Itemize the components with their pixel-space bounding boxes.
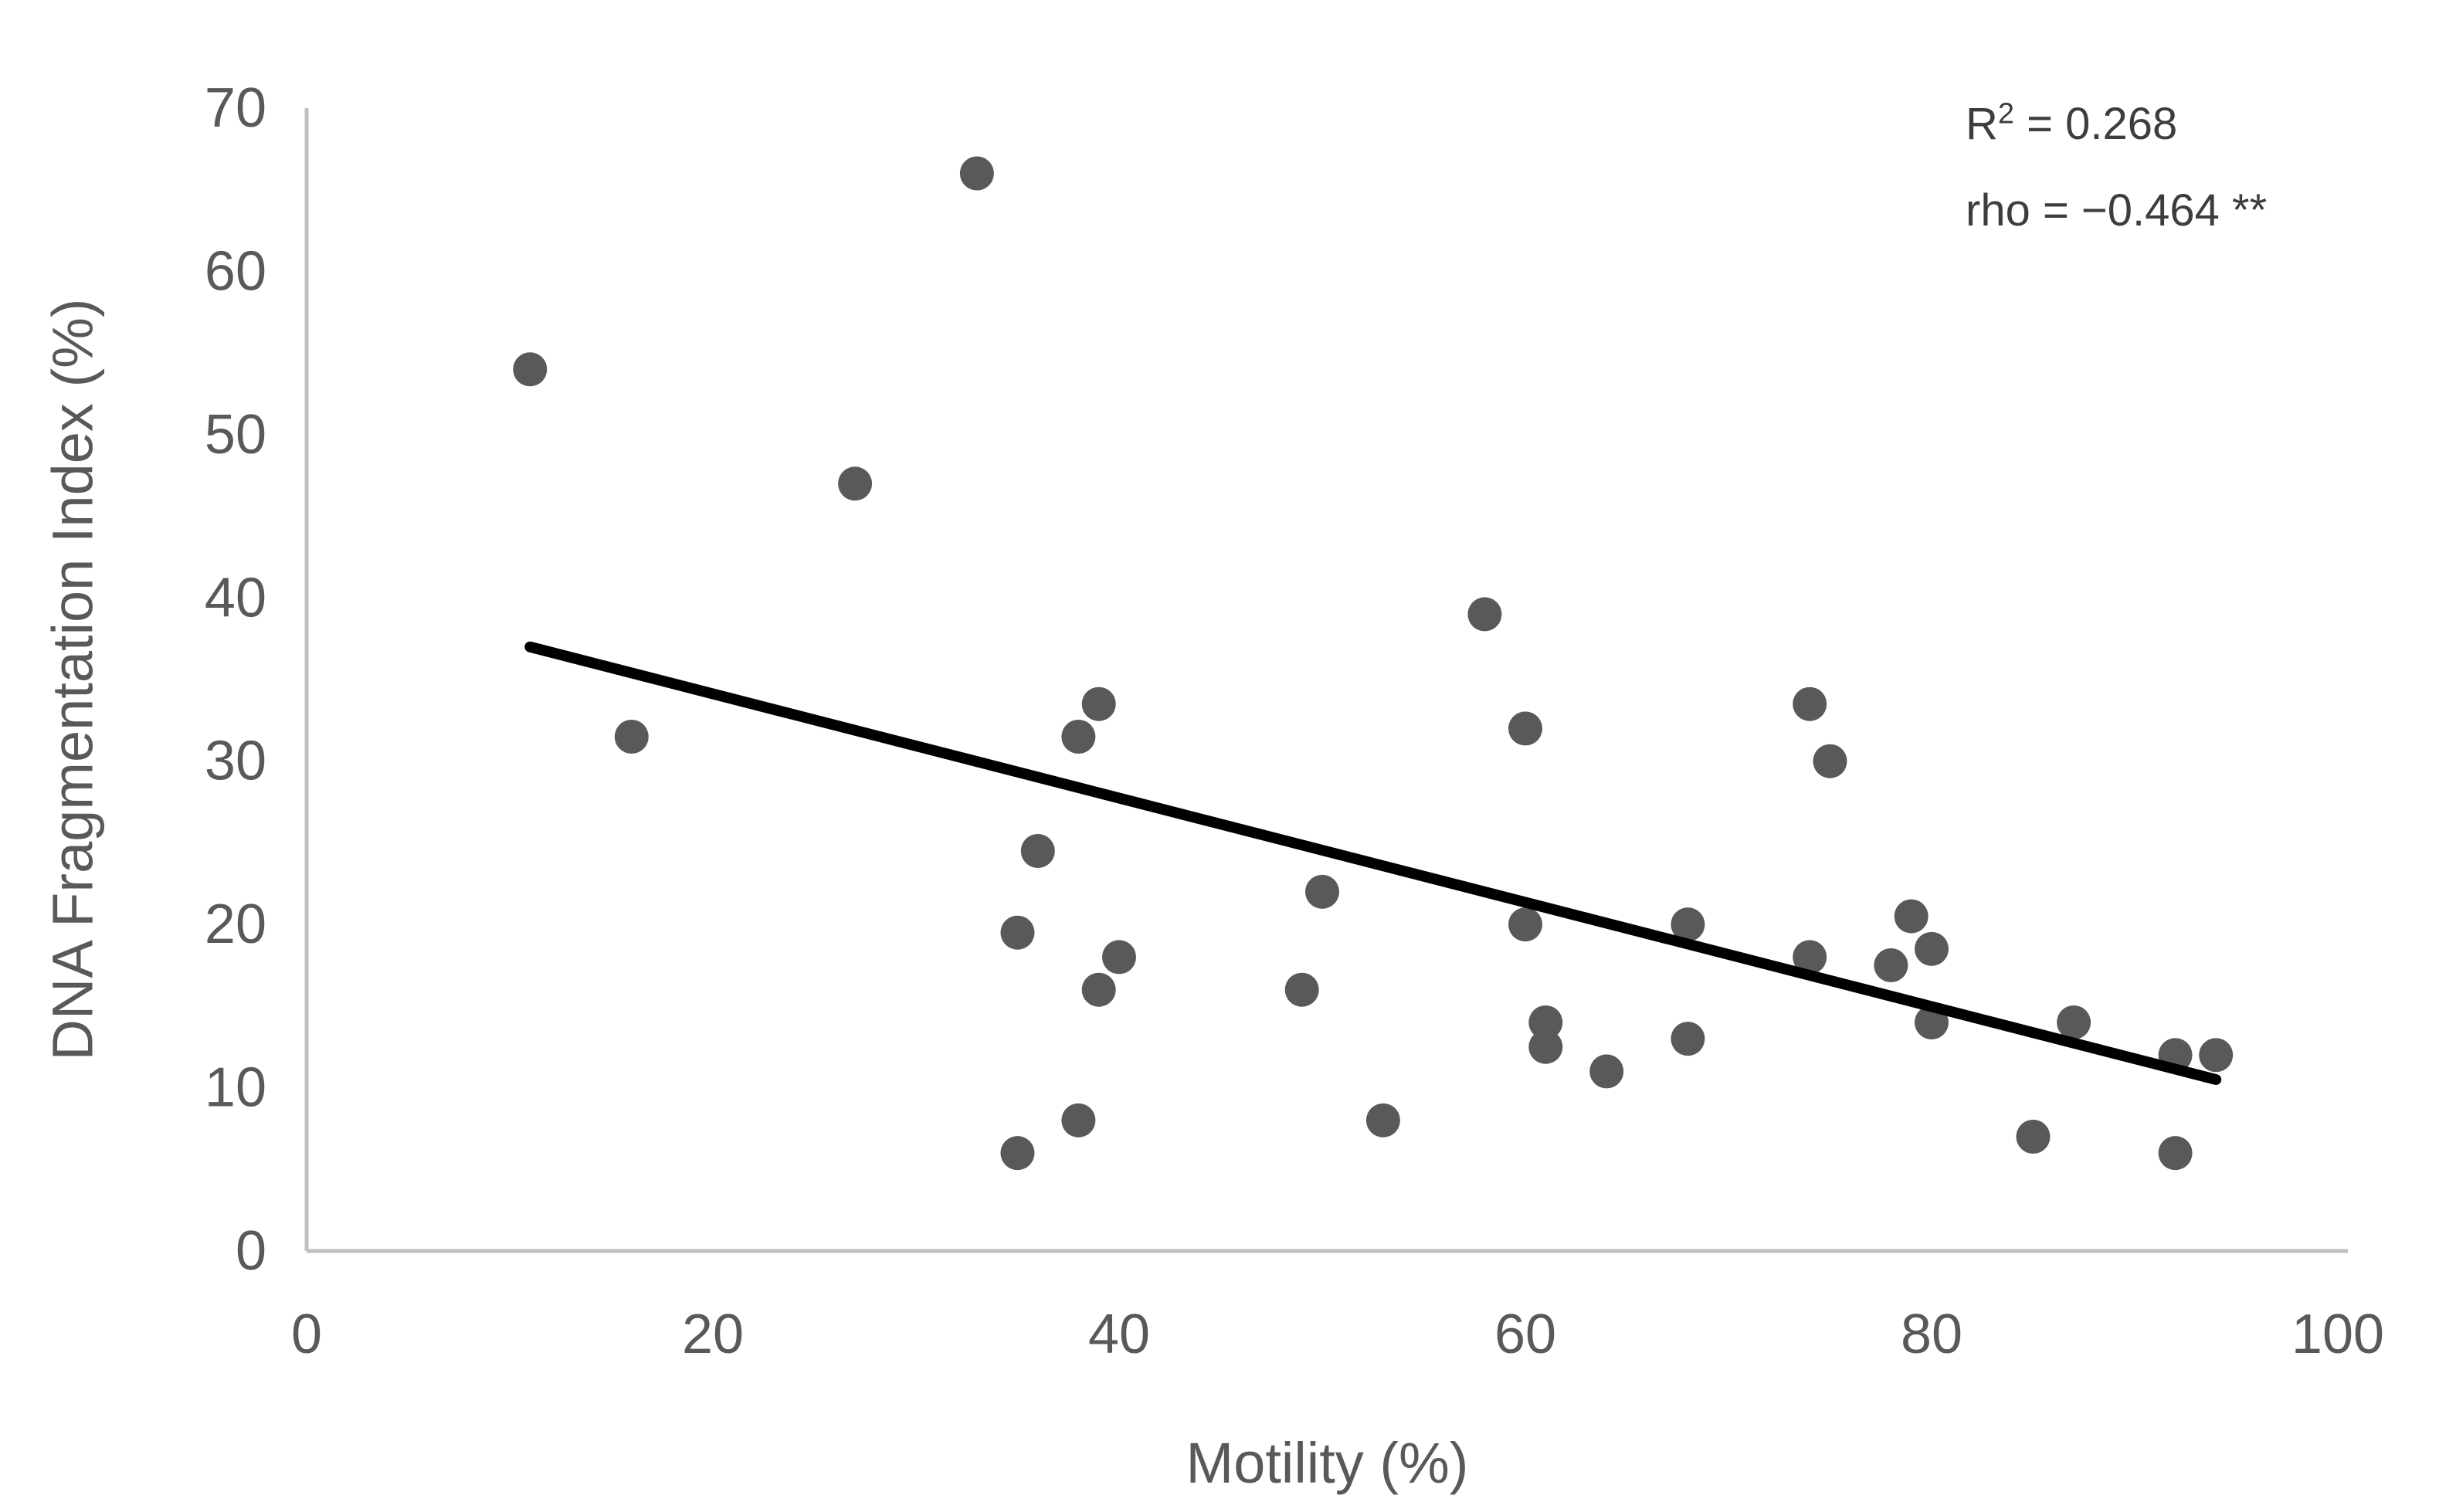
y-axis-title: DNA Fragmentation Index (%) xyxy=(40,298,105,1061)
data-point xyxy=(1081,687,1116,721)
data-point xyxy=(1793,940,1827,975)
data-point xyxy=(1813,744,1847,778)
trend-line xyxy=(524,641,2222,1085)
r-squared-label: R2 = 0.268 xyxy=(1966,81,2267,168)
data-point xyxy=(2158,1136,2193,1171)
y-tick-label: 70 xyxy=(205,77,266,139)
y-tick-label: 50 xyxy=(205,404,266,466)
data-point xyxy=(1061,1103,1096,1137)
data-point xyxy=(1284,972,1319,1007)
x-tick-label: 40 xyxy=(1088,1304,1150,1365)
stats-annotation: R2 = 0.268 rho = −0.464 ** xyxy=(1966,81,2267,254)
data-point xyxy=(1915,931,1949,966)
rho-label: rho = −0.464 ** xyxy=(1966,185,2268,236)
data-point xyxy=(1671,907,1705,942)
data-point xyxy=(2057,1005,2091,1039)
data-point xyxy=(2199,1038,2234,1073)
data-point xyxy=(1528,1029,1563,1064)
data-point xyxy=(2016,1119,2051,1154)
data-point xyxy=(1467,597,1502,632)
x-tick-label: 80 xyxy=(1901,1304,1962,1365)
y-tick-label: 0 xyxy=(236,1220,266,1282)
data-point xyxy=(838,466,873,501)
data-point xyxy=(1081,972,1116,1007)
x-tick-label: 0 xyxy=(291,1304,322,1365)
x-tick-label: 100 xyxy=(2291,1304,2384,1365)
data-point xyxy=(1508,907,1542,942)
r-squared-symbol: R xyxy=(1966,99,1998,149)
data-point xyxy=(1894,899,1928,934)
y-tick-label: 30 xyxy=(205,731,266,792)
y-tick-label: 60 xyxy=(205,240,266,302)
y-tick-label: 20 xyxy=(205,893,266,955)
data-point xyxy=(1365,1103,1400,1137)
x-tick-label: 20 xyxy=(682,1304,744,1365)
x-tick-label: 60 xyxy=(1494,1304,1556,1365)
data-point xyxy=(1000,915,1035,950)
data-point xyxy=(1305,874,1339,909)
data-point xyxy=(1102,940,1136,975)
data-point xyxy=(1671,1022,1705,1056)
y-tick-label: 10 xyxy=(205,1057,266,1119)
data-point xyxy=(513,352,548,387)
data-point xyxy=(1874,948,1908,982)
data-point xyxy=(614,719,649,754)
data-point xyxy=(1589,1054,1624,1089)
data-point xyxy=(1508,711,1542,746)
r-squared-value: = 0.268 xyxy=(2014,99,2178,149)
data-point xyxy=(1061,719,1096,754)
y-tick-label: 40 xyxy=(205,567,266,629)
x-axis-title: Motility (%) xyxy=(1186,1431,1469,1495)
data-point xyxy=(1528,1005,1563,1039)
r-squared-exponent: 2 xyxy=(1997,97,2015,131)
data-point xyxy=(1793,687,1827,721)
data-point xyxy=(959,156,994,191)
data-point xyxy=(1000,1136,1035,1171)
data-point xyxy=(1020,833,1055,868)
